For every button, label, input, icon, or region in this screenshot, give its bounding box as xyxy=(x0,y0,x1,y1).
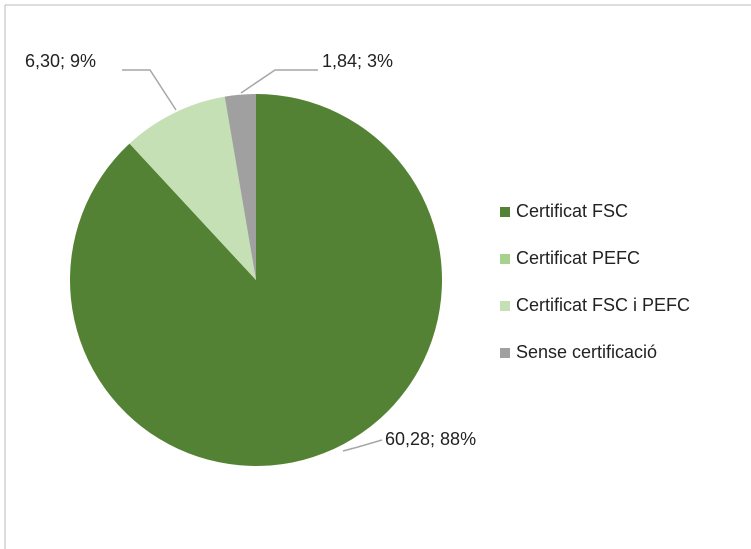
pie-slice xyxy=(224,94,256,280)
pie-slice xyxy=(129,96,256,280)
legend-swatch xyxy=(500,348,510,358)
legend-label: Certificat FSC xyxy=(516,201,628,221)
legend-label: Certificat FSC i PEFC xyxy=(516,295,690,315)
legend-swatch xyxy=(500,207,510,217)
data-label: 6,30; 9% xyxy=(25,51,96,71)
pie-slice xyxy=(69,94,443,467)
data-label: 60,28; 88% xyxy=(385,429,476,449)
legend-label: Certificat PEFC xyxy=(516,248,640,268)
leader-line xyxy=(122,69,177,111)
leader-line xyxy=(342,439,383,452)
legend-swatch xyxy=(500,301,510,311)
legend-swatch xyxy=(500,254,510,264)
legend-label: Sense certificació xyxy=(516,342,657,362)
data-label: 1,84; 3% xyxy=(322,51,393,71)
leader-line xyxy=(240,69,318,94)
